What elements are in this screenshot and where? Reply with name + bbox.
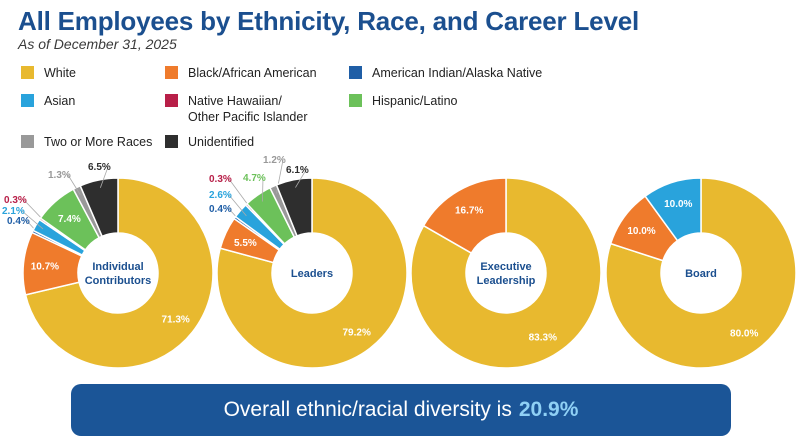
legend-item-native-hawaiian: Native Hawaiian/ Other Pacific Islander [165, 93, 308, 125]
leader-line-individual-contributors-unidentified [99, 166, 109, 188]
donut-center-title-board: Board [685, 268, 717, 280]
donut-chart-executive-leadership: 83.3% 16.7% Executive Leadership [410, 177, 602, 369]
leader-line-leaders-unidentified [295, 169, 307, 188]
legend-item-hispanic: Hispanic/Latino [349, 93, 457, 109]
legend-item-white: White [21, 65, 76, 81]
legend-label-native-hawaiian: Native Hawaiian/ Other Pacific Islander [188, 94, 308, 124]
slice-label-leaders-hispanic: 4.7% [243, 173, 266, 184]
slice-board-asian [644, 177, 702, 242]
legend-label-white: White [44, 66, 76, 80]
legend-item-unidentified: Unidentified [165, 134, 254, 150]
donut-chart-board: 80.0% 10.0% 10.0% Board [605, 177, 797, 369]
slice-label-board-white: 80.0% [730, 328, 758, 339]
slice-label-executive-leadership-black: 16.7% [455, 205, 483, 216]
slice-label-leaders-native-hawaiian: 0.3% [209, 174, 232, 185]
legend-item-black: Black/African American [165, 65, 317, 81]
legend-swatch-asian [21, 94, 34, 107]
chart-legend: White Black/African American American In… [0, 0, 800, 160]
legend-label-black: Black/African American [188, 66, 317, 80]
legend-swatch-american-indian [349, 66, 362, 79]
slice-label-leaders-two-or-more: 1.2% [263, 155, 286, 166]
slice-label-leaders-unidentified: 6.1% [286, 165, 309, 176]
slice-label-board-black: 10.0% [627, 226, 655, 237]
legend-label-two-or-more: Two or More Races [44, 135, 153, 149]
donut-chart-individual-contributors: 71.3% 10.7% 0.4%2.1%0.3% 7.4% 1.3% 6.5% Indivi… [2, 162, 214, 369]
slice-executive-leadership-black [422, 177, 507, 255]
legend-swatch-unidentified [165, 135, 178, 148]
slice-label-individual-contributors-hispanic: 7.4% [58, 214, 81, 225]
slice-label-board-asian: 10.0% [664, 199, 692, 210]
page-title: All Employees by Ethnicity, Race, and Ca… [18, 6, 639, 36]
donut-center-title-leaders: Leaders [291, 268, 333, 280]
legend-item-two-or-more: Two or More Races [21, 134, 152, 150]
slice-label-individual-contributors-black: 10.7% [31, 261, 59, 272]
legend-item-american-indian: American Indian/Alaska Native [349, 65, 542, 81]
slice-label-individual-contributors-unidentified: 6.5% [88, 162, 111, 173]
slice-label-leaders-black: 5.5% [234, 238, 257, 249]
legend-label-american-indian: American Indian/Alaska Native [372, 66, 543, 80]
slice-executive-leadership-white [410, 177, 602, 369]
slice-individual-contributors-white [24, 177, 214, 369]
slice-label-leaders-white: 79.2% [343, 327, 371, 338]
slice-label-individual-contributors-two-or-more: 1.3% [48, 170, 71, 181]
legend-swatch-two-or-more [21, 135, 34, 148]
slice-label-individual-contributors-native-hawaiian: 0.3% [4, 195, 27, 206]
slice-label-leaders-asian: 2.6% [209, 190, 232, 201]
legend-label-unidentified: Unidentified [188, 135, 255, 149]
donut-chart-leaders: 79.2% 5.5% 0.4% 2.6% 0.3% 4.7% 1.2%6.1% Leaders [209, 155, 408, 369]
diversity-summary-value: 20.9% [518, 398, 579, 421]
legend-item-asian: Asian [21, 93, 75, 109]
leader-line-leaders-asian [228, 194, 247, 217]
slice-label-individual-contributors-american-indian: 0.4% [7, 216, 30, 227]
legend-swatch-native-hawaiian [165, 94, 178, 107]
leader-line-leaders-hispanic [262, 177, 264, 202]
slice-label-individual-contributors-asian: 2.1% [2, 206, 25, 217]
page-subtitle: As of December 31, 2025 [18, 36, 177, 52]
slice-label-individual-contributors-white: 71.3% [161, 315, 189, 326]
legend-label-hispanic: Hispanic/Latino [372, 94, 458, 108]
leader-line-individual-contributors-two-or-more [67, 174, 81, 195]
slice-label-leaders-american-indian: 0.4% [209, 204, 232, 215]
donut-center-title-executive-leadership: Executive Leadership [477, 261, 536, 287]
slice-leaders-white [216, 177, 408, 369]
slice-label-executive-leadership-white: 83.3% [529, 333, 557, 344]
donut-center-title-individual-contributors: Individual Contributors [85, 261, 152, 287]
leader-line-individual-contributors-asian [21, 210, 44, 230]
diversity-summary-banner: Overall ethnic/racial diversity is 20.9% [71, 384, 731, 436]
legend-swatch-hispanic [349, 94, 362, 107]
legend-label-asian: Asian [44, 94, 76, 108]
slice-leaders-unidentified [275, 177, 313, 237]
slice-board-white [605, 177, 797, 369]
diversity-summary-text: Overall ethnic/racial diversity is [223, 398, 512, 421]
slice-individual-contributors-unidentified [79, 177, 119, 238]
legend-swatch-white [21, 66, 34, 79]
legend-swatch-black [165, 66, 178, 79]
